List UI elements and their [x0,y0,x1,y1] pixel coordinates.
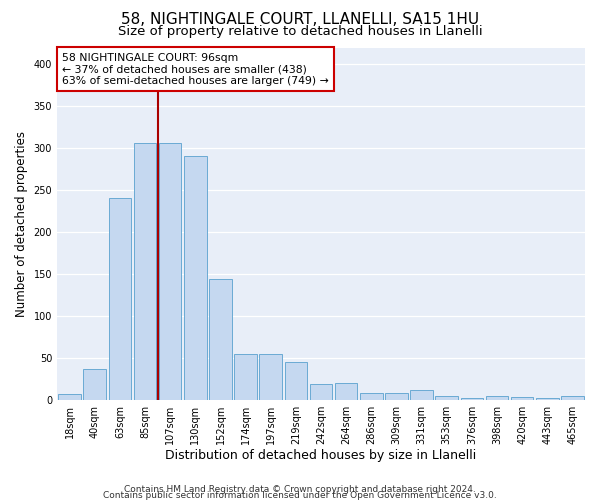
Bar [511,397,533,400]
Bar [83,368,106,400]
Bar [284,362,307,400]
Bar [234,354,257,400]
Bar [410,390,433,400]
Bar [360,393,383,400]
Bar [536,398,559,400]
X-axis label: Distribution of detached houses by size in Llanelli: Distribution of detached houses by size … [166,450,476,462]
Bar [561,396,584,400]
Text: 58, NIGHTINGALE COURT, LLANELLI, SA15 1HU: 58, NIGHTINGALE COURT, LLANELLI, SA15 1H… [121,12,479,28]
Bar [259,354,282,400]
Bar [385,393,408,400]
Bar [184,156,206,400]
Bar [485,396,508,400]
Text: Size of property relative to detached houses in Llanelli: Size of property relative to detached ho… [118,25,482,38]
Text: Contains public sector information licensed under the Open Government Licence v3: Contains public sector information licen… [103,491,497,500]
Y-axis label: Number of detached properties: Number of detached properties [15,130,28,316]
Bar [436,396,458,400]
Bar [134,143,157,400]
Text: Contains HM Land Registry data © Crown copyright and database right 2024.: Contains HM Land Registry data © Crown c… [124,485,476,494]
Bar [209,279,232,400]
Bar [58,394,81,400]
Bar [310,384,332,400]
Bar [109,198,131,400]
Text: 58 NIGHTINGALE COURT: 96sqm
← 37% of detached houses are smaller (438)
63% of se: 58 NIGHTINGALE COURT: 96sqm ← 37% of det… [62,53,329,86]
Bar [335,383,358,400]
Bar [461,398,483,400]
Bar [159,143,181,400]
